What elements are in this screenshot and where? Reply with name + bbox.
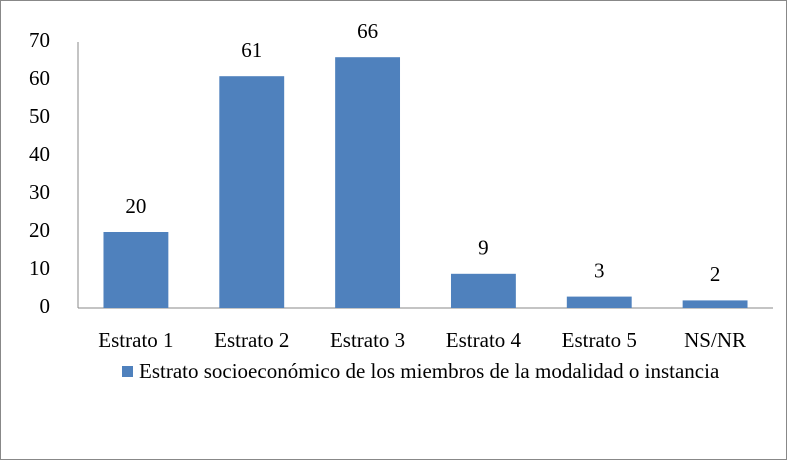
data-label: 3 — [594, 258, 605, 282]
y-tick-label: 10 — [29, 256, 50, 280]
legend-label: Estrato socioeconómico de los miembros d… — [139, 359, 720, 383]
x-tick-label: Estrato 1 — [98, 328, 173, 352]
bar — [566, 296, 632, 308]
data-label: 66 — [357, 19, 378, 43]
data-label: 2 — [710, 262, 721, 286]
bar — [682, 300, 748, 308]
x-tick-label: Estrato 2 — [214, 328, 289, 352]
legend: Estrato socioeconómico de los miembros d… — [122, 356, 762, 386]
y-tick-label: 20 — [29, 218, 50, 242]
y-tick-label: 60 — [29, 66, 50, 90]
y-tick-label: 40 — [29, 142, 50, 166]
y-tick-label: 70 — [29, 28, 50, 52]
bar — [219, 76, 285, 308]
data-label: 9 — [478, 236, 489, 260]
data-label: 20 — [125, 194, 146, 218]
y-tick-label: 0 — [40, 294, 51, 318]
data-label: 61 — [241, 38, 262, 62]
x-tick-label: Estrato 3 — [330, 328, 405, 352]
x-tick-label: Estrato 4 — [446, 328, 522, 352]
x-tick-label: Estrato 5 — [562, 328, 637, 352]
bar — [103, 232, 169, 308]
legend-swatch — [122, 366, 133, 377]
y-tick-label: 30 — [29, 180, 50, 204]
bar — [450, 273, 516, 308]
bar — [335, 57, 401, 309]
x-tick-label: NS/NR — [684, 328, 746, 352]
y-tick-label: 50 — [29, 104, 50, 128]
